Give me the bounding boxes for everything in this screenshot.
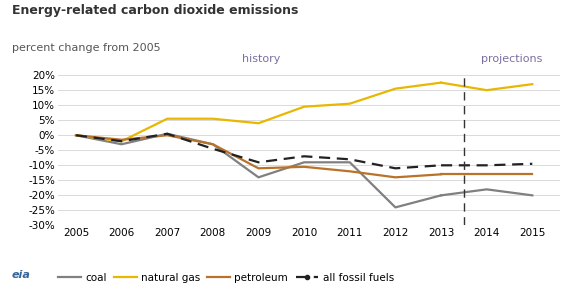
Text: history: history <box>242 53 280 64</box>
Text: Energy-related carbon dioxide emissions: Energy-related carbon dioxide emissions <box>12 4 298 17</box>
Text: projections: projections <box>481 53 542 64</box>
Text: percent change from 2005: percent change from 2005 <box>12 43 160 53</box>
Text: eia: eia <box>12 270 31 280</box>
Legend: coal, natural gas, petroleum, all fossil fuels: coal, natural gas, petroleum, all fossil… <box>58 273 394 283</box>
